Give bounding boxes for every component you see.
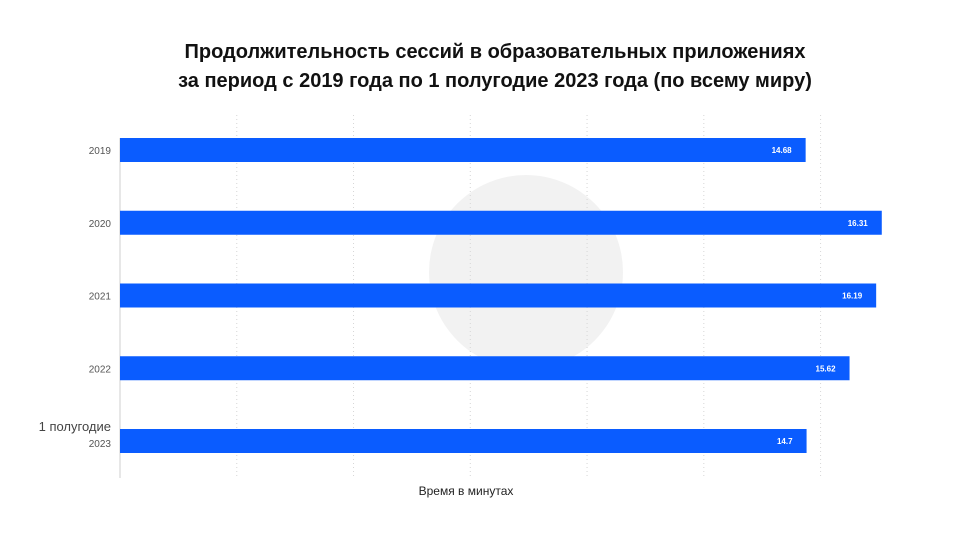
chart-title: Продолжительность сессий в образовательн… (0, 38, 973, 96)
chart-title-line-1: Продолжительность сессий в образовательн… (184, 41, 806, 63)
bar-value-label: 14.7 (777, 437, 793, 446)
bar-value-label: 16.31 (848, 219, 869, 228)
bar-value-label: 14.68 (772, 146, 793, 155)
y-tick-label: 1 полугодие (39, 419, 111, 434)
x-axis-label: Время в минутах (419, 484, 514, 498)
y-axis-tick-labels: 2019 2020 2021 2022 1 полугодие 2023 (39, 146, 112, 450)
bar (120, 283, 877, 308)
bar-value-label: 16.19 (842, 292, 863, 301)
watermark-logo (429, 175, 623, 369)
bars: 14.68 16.31 16.19 15.62 14.7 (120, 138, 882, 453)
y-tick-label: 2022 (89, 364, 112, 375)
bar (120, 429, 807, 453)
y-tick-label: 2019 (89, 146, 112, 157)
y-tick-label: 2021 (89, 292, 112, 303)
bar (120, 356, 850, 381)
y-tick-label: 2023 (89, 439, 112, 450)
bar-value-label: 15.62 (816, 364, 837, 373)
bar (120, 138, 806, 162)
bar (120, 210, 882, 235)
chart-title-line-2: за период с 2019 года по 1 полугодие 202… (178, 70, 812, 92)
grid-lines (236, 115, 822, 478)
y-tick-label: 2020 (89, 219, 112, 230)
